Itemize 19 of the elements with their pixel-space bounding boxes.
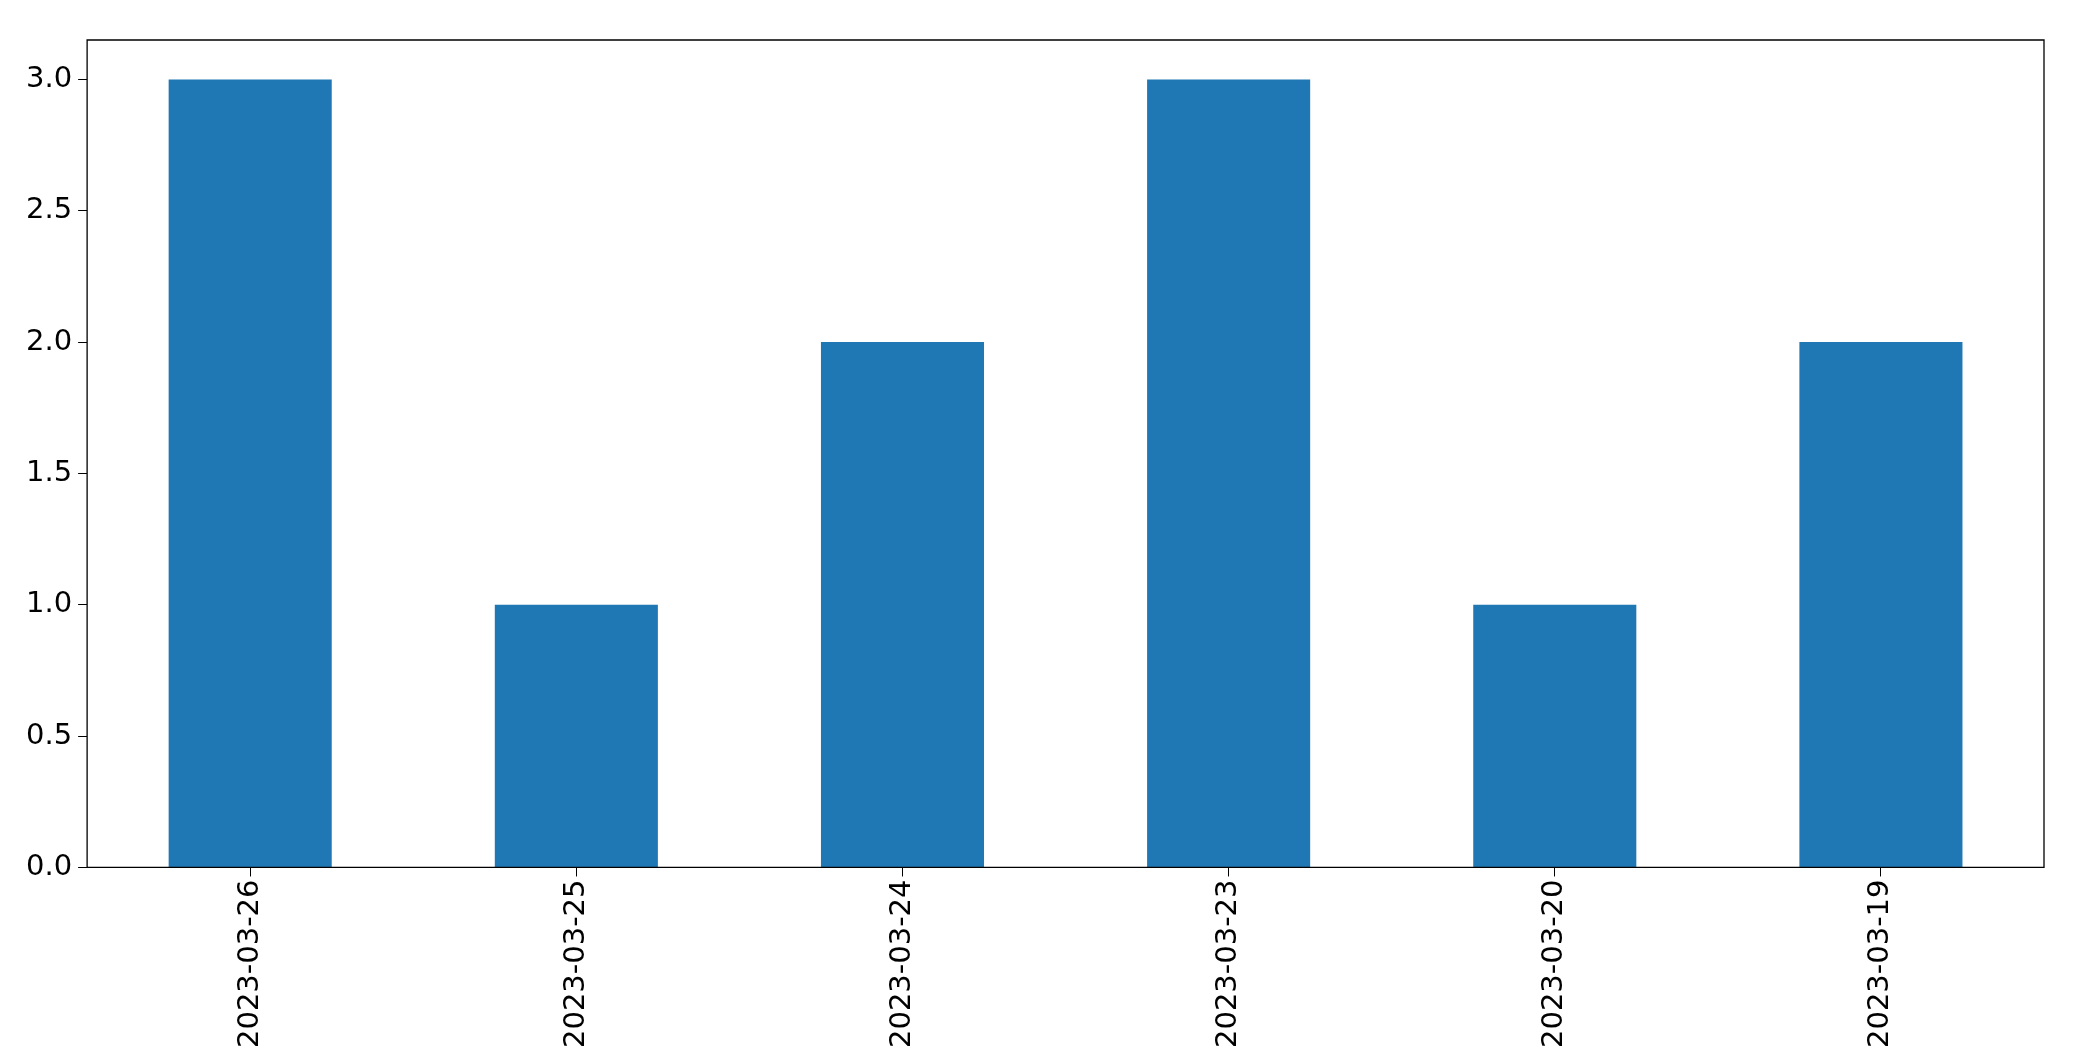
y-tick-label: 2.5: [25, 191, 73, 226]
bar: [1799, 342, 1963, 867]
x-tick-label: 2023-03-25: [556, 879, 591, 1049]
y-tick-label: 2.0: [25, 322, 73, 357]
bar: [1473, 604, 1637, 867]
x-tick-label: 2023-03-19: [1861, 879, 1896, 1049]
y-tick-label: 3.0: [25, 59, 73, 94]
y-tick-label: 1.0: [25, 585, 73, 620]
x-tick-label: 2023-03-24: [883, 879, 918, 1049]
bar: [494, 604, 658, 867]
bar: [820, 342, 985, 867]
bar: [168, 79, 332, 867]
x-tick-label: 2023-03-23: [1209, 879, 1244, 1049]
bar: [1147, 79, 1311, 867]
y-tick-label: 0.0: [25, 848, 73, 882]
y-tick-label: 1.5: [25, 453, 73, 488]
x-tick-label: 2023-03-26: [230, 879, 265, 1049]
y-tick-label: 0.5: [25, 716, 73, 751]
x-tick-label: 2023-03-20: [1535, 879, 1570, 1049]
